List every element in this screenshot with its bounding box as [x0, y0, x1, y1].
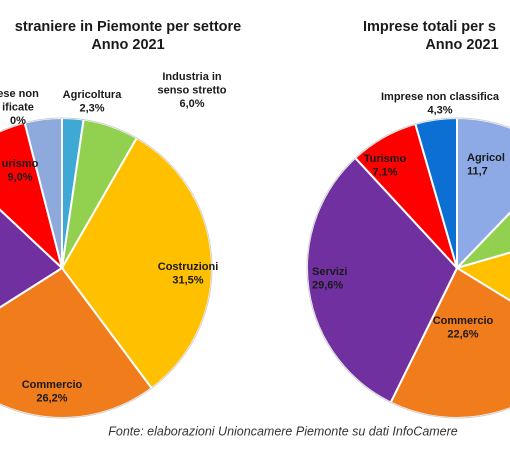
- chart-title: straniere in Piemonte per settore: [15, 19, 241, 35]
- slice-label: Industria in: [162, 71, 222, 83]
- slice-value: 31,5%: [172, 274, 203, 286]
- slice-label: Agricoltura: [63, 89, 123, 101]
- slice-label: Turismo: [364, 153, 407, 165]
- slice-label: Commercio: [22, 379, 83, 391]
- slice-value: 9,0%: [7, 171, 32, 183]
- slice-value: 6,0%: [179, 98, 204, 110]
- chart-subtitle: Anno 2021: [91, 37, 164, 53]
- slice-label: Agricol: [467, 152, 505, 164]
- pie-rim: [306, 117, 510, 419]
- slice-value: 7,1%: [372, 166, 397, 178]
- slice-value: 11,7: [467, 165, 488, 177]
- slice-label: ese non: [0, 88, 39, 100]
- slice-label: ificate: [2, 101, 34, 113]
- slice-label: urismo: [2, 158, 39, 170]
- slice-value: 26,2%: [36, 392, 67, 404]
- slice-label: senso stretto: [157, 84, 226, 96]
- pie-slice: [453, 211, 510, 270]
- slice-value: 29,6%: [312, 279, 343, 291]
- slice-label: Commercio: [433, 315, 494, 327]
- pie-slice: [454, 251, 510, 302]
- source-note: Fonte: elaborazioni Unioncamere Piemonte…: [108, 424, 458, 438]
- pie: [306, 116, 510, 419]
- slice-label: 0%: [10, 115, 26, 127]
- pie-rim: [0, 117, 213, 419]
- pie: [0, 116, 213, 419]
- slice-label: Costruzioni: [158, 261, 219, 273]
- slice-label: Servizi: [312, 266, 347, 278]
- slice-value: 2,3%: [79, 102, 104, 114]
- pie-slice: [0, 208, 64, 309]
- slice-value: 4,3%: [427, 104, 452, 116]
- chart-title: Imprese totali per s: [363, 19, 496, 35]
- slice-label: Imprese non classifica: [381, 91, 500, 103]
- slice-value: 22,6%: [447, 328, 478, 340]
- chart-subtitle: Anno 2021: [425, 37, 498, 53]
